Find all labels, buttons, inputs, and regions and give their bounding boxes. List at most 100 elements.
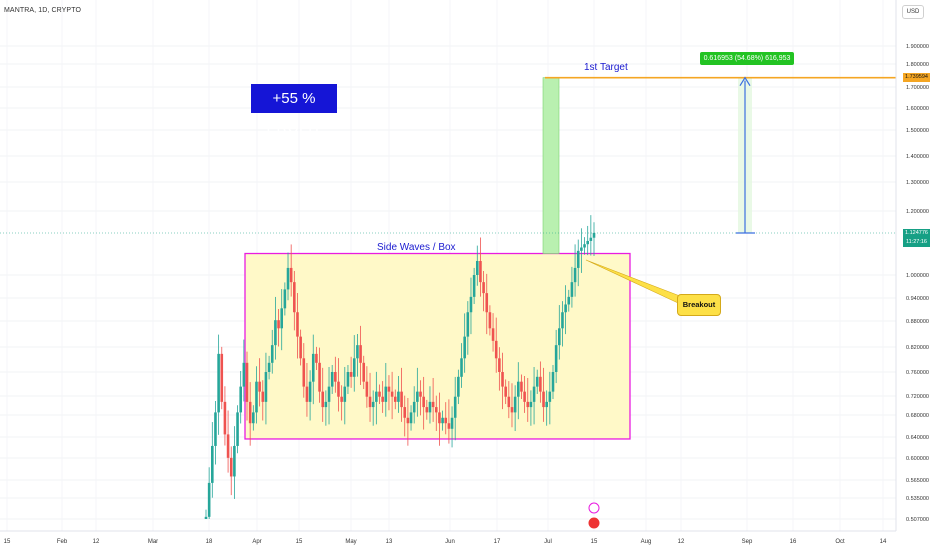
- candle-body: [293, 282, 296, 313]
- y-tick-label: 1.400000: [906, 154, 929, 160]
- candle-body: [406, 417, 410, 424]
- candle-body: [438, 412, 441, 424]
- y-tick-label: 0.535000: [906, 496, 929, 502]
- candle-body: [264, 372, 268, 402]
- candle-body: [274, 320, 277, 346]
- x-tick-label: Apr: [252, 539, 261, 545]
- candle-body: [289, 267, 293, 283]
- x-tick-label: Mar: [148, 539, 158, 545]
- candle-body: [214, 412, 217, 446]
- candle-body: [359, 345, 362, 363]
- y-tick-label: 0.640000: [906, 435, 929, 441]
- y-tick-label: 0.680000: [906, 413, 929, 419]
- candle-body: [498, 358, 501, 372]
- candle-body: [551, 372, 555, 392]
- candle-body: [532, 386, 536, 402]
- x-tick-label: 15: [4, 539, 11, 545]
- candle-body: [352, 358, 356, 377]
- x-tick-label: Feb: [57, 539, 68, 545]
- candle-body: [356, 345, 359, 359]
- event-icon: [588, 502, 600, 514]
- candle-body: [431, 401, 435, 408]
- candle-body: [378, 391, 381, 397]
- candle-body: [453, 396, 457, 418]
- candle-body: [283, 289, 287, 309]
- candle-body: [504, 386, 507, 397]
- candle-body: [346, 372, 350, 387]
- candle-body: [397, 391, 400, 402]
- candle-body: [318, 362, 321, 392]
- candle-body: [343, 386, 347, 402]
- candle-body: [444, 417, 448, 424]
- candle-body: [280, 308, 284, 329]
- candle-body: [450, 417, 454, 429]
- candle-body: [529, 401, 533, 408]
- candle-body: [390, 391, 394, 397]
- y-tick-label: 0.507000: [906, 517, 929, 523]
- candle-body: [441, 417, 444, 424]
- candle-body: [204, 516, 208, 519]
- y-tick-label: 1.700000: [906, 85, 929, 91]
- candle-body: [564, 304, 567, 313]
- x-tick-label: 16: [790, 539, 797, 545]
- candle-body: [236, 412, 239, 446]
- currency-button[interactable]: USD: [902, 5, 924, 19]
- candle-body: [460, 358, 463, 377]
- y-tick-label: 1.800000: [906, 62, 929, 68]
- y-tick-label: 0.600000: [906, 456, 929, 462]
- candle-body: [472, 275, 476, 297]
- x-tick-label: 14: [880, 539, 887, 545]
- candle-body: [501, 372, 504, 387]
- x-tick-label: May: [345, 539, 356, 545]
- candle-body: [554, 345, 558, 372]
- x-tick-label: Oct: [835, 539, 845, 545]
- candle-body: [469, 296, 473, 313]
- candle-body: [270, 345, 274, 363]
- candle-body: [315, 353, 318, 363]
- candle-body: [381, 396, 384, 402]
- candle-body: [425, 407, 429, 413]
- profit-label: +55 % PROFIT: [251, 84, 337, 136]
- candle-body: [226, 434, 230, 458]
- candle-body: [561, 312, 564, 329]
- candle-body: [349, 372, 353, 377]
- candle-body: [242, 362, 246, 387]
- chart-overlay: [0, 76, 896, 530]
- candle-body: [384, 386, 388, 402]
- candle-body: [491, 328, 495, 341]
- candle-body: [428, 401, 432, 413]
- candle-body: [337, 381, 340, 397]
- y-tick-label: 1.500000: [906, 128, 929, 134]
- flag-icon: [587, 516, 601, 530]
- candle-body: [365, 381, 369, 397]
- candle-body: [277, 320, 280, 329]
- breakout-callout: Breakout: [677, 294, 721, 316]
- candle-body: [261, 391, 265, 402]
- candle-body: [245, 362, 249, 402]
- candle-body: [327, 386, 331, 402]
- y-tick-label: 1.000000: [906, 273, 929, 279]
- candle-body: [457, 376, 460, 397]
- candle-body: [387, 386, 391, 392]
- candle-body: [589, 237, 593, 241]
- candle-body: [375, 391, 378, 402]
- x-tick-label: Sep: [742, 539, 753, 545]
- x-tick-label: Jul: [544, 539, 552, 545]
- y-tick-label: 0.820000: [906, 345, 929, 351]
- x-tick-label: 12: [678, 539, 685, 545]
- candle-body: [233, 445, 236, 477]
- candle-body: [485, 293, 489, 313]
- candle-body: [475, 260, 479, 275]
- candle-body: [207, 482, 211, 517]
- candle-body: [223, 401, 227, 435]
- target-price-tag: 1.739594: [903, 73, 930, 82]
- candle-body: [229, 457, 233, 477]
- candle-body: [305, 386, 309, 402]
- candle-body: [434, 407, 438, 413]
- y-tick-label: 1.900000: [906, 44, 929, 50]
- candle-body: [412, 401, 416, 413]
- candle-body: [267, 362, 271, 372]
- candle-body: [220, 353, 224, 402]
- x-tick-label: Jun: [445, 539, 455, 545]
